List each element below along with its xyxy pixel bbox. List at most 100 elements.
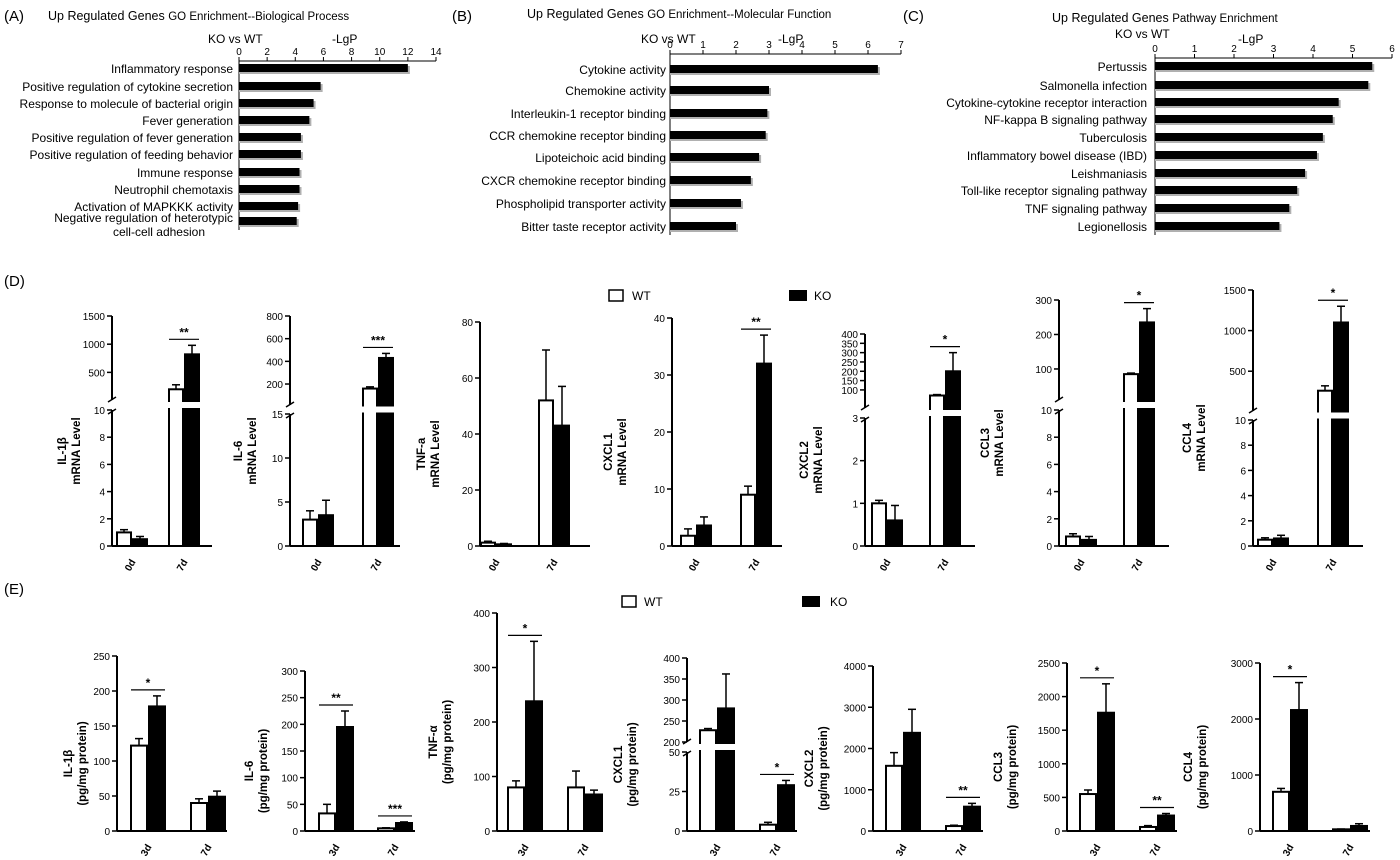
bar-break-gap-d2 — [377, 406, 395, 413]
category-label-a: Neutrophil chemotaxis — [114, 183, 233, 197]
y-tick-label-d5: 200 — [841, 367, 858, 378]
bar-ko-e1 — [208, 795, 226, 833]
significance-label-d2: *** — [371, 333, 385, 347]
title-a: Up Regulated Genes GO Enrichment--Biolog… — [48, 9, 349, 23]
y-tick-label-e1: 50 — [99, 792, 111, 803]
y-axis-label-d3: TNF-a mRNA Level — [416, 420, 442, 487]
y-tick-label-d7: 2 — [1240, 517, 1246, 528]
bar-ko-e4 — [777, 784, 795, 832]
category-label-a: Positive regulation of feeding behavior — [30, 148, 233, 162]
x-tick-label-c: 0 — [1152, 44, 1158, 55]
bar-wt-d7 — [1257, 538, 1273, 548]
bar-b — [670, 153, 760, 161]
y-tick-label-d7: 6 — [1240, 466, 1246, 477]
y-axis-label-e7: CCL4 (pg/mg protein) — [1183, 725, 1209, 809]
y-tick-label-e3: 300 — [473, 664, 490, 675]
bar-a — [239, 150, 301, 158]
significance-label-e4: * — [775, 760, 780, 774]
bar-ko-e1 — [148, 705, 166, 833]
bar-ko-e7 — [1290, 709, 1308, 832]
y-axis-label-line1-e5: CXCL2 — [804, 750, 816, 788]
legend-d-ko-swatch — [789, 290, 807, 301]
category-label-a: Positive regulation of fever generation — [32, 131, 233, 145]
title-c-main: Up Regulated Genes — [1052, 11, 1169, 25]
bar-b — [670, 199, 741, 207]
y-tick-label-d7: 10 — [1235, 416, 1247, 427]
y-tick-label-e4: 400 — [663, 654, 680, 665]
category-label-a: Negative regulation of heterotypic — [54, 211, 233, 225]
significance-label-e6: * — [1095, 664, 1100, 678]
y-tick-label-e3: 0 — [484, 827, 490, 838]
y-axis-label-line1-e7: CCL4 — [1183, 751, 1195, 782]
bar-wt-d4 — [680, 534, 696, 547]
category-label-b: Chemokine activity — [565, 84, 666, 98]
x-tick-label-a: 0 — [236, 47, 242, 58]
panel-label-a: (A) — [4, 8, 24, 25]
bar-ko-d4 — [756, 362, 772, 547]
bar-ko-e7 — [1350, 824, 1368, 833]
bar-break-gap-d2 — [361, 406, 379, 413]
y-tick-label-d7: 1000 — [1224, 327, 1247, 338]
y-tick-label-d6: 300 — [1035, 296, 1052, 307]
bar-c — [1155, 222, 1280, 230]
y-tick-label-d2: 400 — [266, 357, 283, 368]
bar-c — [1155, 151, 1317, 159]
axis-label-c: -LgP — [1238, 32, 1263, 46]
bar-ko-e5 — [963, 805, 981, 832]
x-tick-label-e3: 7d — [576, 843, 591, 859]
x-tick-label-a: 8 — [349, 47, 355, 58]
bar-wt-d6 — [1123, 373, 1139, 548]
bar-break-gap-d1 — [183, 402, 201, 408]
bar-ko-e2 — [336, 726, 354, 832]
y-tick-label-e6: 2500 — [1038, 659, 1061, 670]
x-tick-label-d7: 0d — [1264, 558, 1279, 574]
bar-wt-d6 — [1065, 535, 1081, 547]
bar-ko-d1 — [132, 538, 148, 548]
bar-wt-e2 — [318, 812, 336, 833]
x-tick-label-b: 2 — [733, 40, 739, 51]
y-axis-label-line2-e7: (pg/mg protein) — [1197, 725, 1209, 809]
x-tick-label-e2: 3d — [327, 843, 342, 859]
y-axis-label-line1-e1: IL-1β — [63, 750, 75, 777]
bar-a — [239, 168, 300, 176]
x-tick-label-d2: 0d — [309, 558, 324, 574]
x-tick-label-c: 5 — [1350, 44, 1356, 55]
bar-wt-d1 — [116, 531, 132, 548]
y-tick-label-d5: 0 — [852, 542, 858, 553]
y-tick-label-d2: 800 — [266, 312, 283, 323]
category-label-c: TNF signaling pathway — [1025, 202, 1147, 216]
y-tick-label-d6: 0 — [1046, 542, 1052, 553]
y-axis-label-line2-e1: (pg/mg protein) — [77, 721, 89, 805]
y-tick-label-d1: 10 — [94, 406, 106, 417]
significance-label-e5: ** — [958, 783, 968, 797]
y-axis-label-line2-d2: mRNA Level — [247, 417, 259, 484]
y-tick-label-d1: 4 — [99, 488, 105, 499]
legend-e: WT KO — [621, 595, 847, 609]
bar-c — [1155, 133, 1323, 141]
bar-wt-e6 — [1139, 825, 1157, 833]
y-tick-label-d1: 0 — [99, 542, 105, 553]
y-tick-label-e7: 2000 — [1231, 715, 1254, 726]
bar-c — [1155, 81, 1369, 89]
title-b-sub: GO Enrichment--Molecular Function — [647, 9, 831, 21]
bar-a — [239, 217, 297, 225]
y-tick-label-e6: 500 — [1043, 793, 1060, 804]
y-axis-label-line1-d7: CCL4 — [1182, 422, 1194, 453]
axis-break-e4 — [682, 750, 692, 757]
significance-label-e3: * — [523, 621, 528, 635]
bar-wt-e5 — [945, 825, 963, 832]
y-tick-label-d5: 400 — [841, 330, 858, 341]
y-tick-label-e1: 250 — [93, 652, 110, 663]
bar-break-gap-e4 — [698, 744, 718, 750]
y-tick-label-e6: 0 — [1054, 827, 1060, 838]
y-tick-label-d3: 0 — [467, 542, 473, 553]
y-tick-label-d5: 100 — [841, 386, 858, 397]
corner-label-b: KO vs WT — [641, 32, 696, 46]
bar-a — [239, 202, 299, 210]
bar-c — [1155, 169, 1306, 177]
y-tick-label-e7: 1000 — [1231, 771, 1254, 782]
x-tick-label-e4: 3d — [708, 843, 723, 859]
bar-wt-d4 — [740, 493, 756, 548]
y-axis-label-line1-e6: CCL3 — [993, 752, 1005, 782]
y-tick-label-d4: 30 — [654, 371, 666, 382]
